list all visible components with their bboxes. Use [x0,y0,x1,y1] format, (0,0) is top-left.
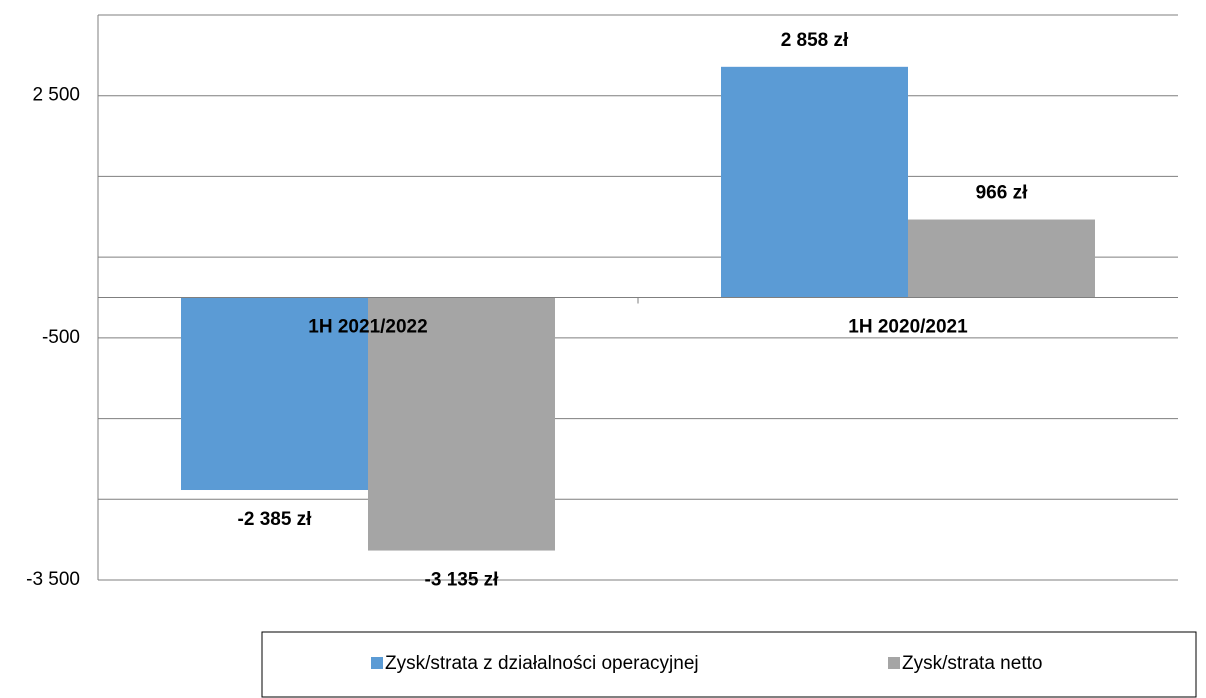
y-tick-label: -500 [42,327,80,348]
data-label: -3 135 zł [425,570,500,591]
bar [721,66,908,298]
data-label: 2 858 zł [781,30,849,51]
bar [368,297,555,551]
x-tick-label: 1H 2021/2022 [308,317,427,338]
bar [908,219,1095,298]
data-label: 966 zł [976,183,1028,204]
legend-label: Zysk/strata netto [902,653,1042,674]
x-tick-label: 1H 2020/2021 [848,317,968,338]
y-tick-label: -3 500 [26,569,80,590]
legend-swatch [371,657,383,669]
bar [181,297,368,491]
legend-label: Zysk/strata z działalności operacyjnej [385,653,699,674]
legend-box [261,631,1197,698]
legend-swatch [888,657,900,669]
y-tick-label: 2 500 [32,85,80,106]
data-label: -2 385 zł [238,509,313,530]
